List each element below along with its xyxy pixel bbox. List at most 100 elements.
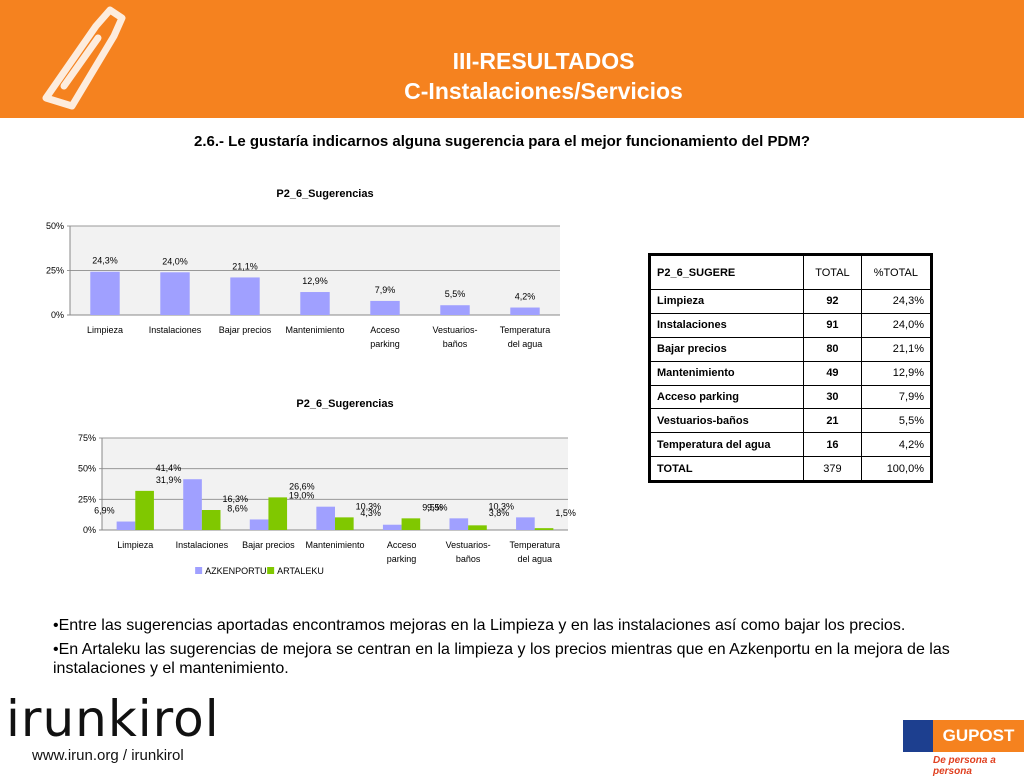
- bar-total: [230, 277, 260, 315]
- conclusion-bullet: •En Artaleku las sugerencias de mejora s…: [53, 641, 950, 677]
- question-heading: 2.6.- Le gustaría indicarnos alguna suge…: [194, 133, 810, 150]
- page-title: III-RESULTADOS: [452, 48, 635, 74]
- bar-artaleku: [534, 528, 554, 530]
- data-label: 1,5%: [555, 508, 576, 518]
- table-cell: TOTAL: [649, 456, 805, 481]
- x-tick-label: Acceso: [387, 540, 417, 550]
- x-tick-label: Bajar precios: [242, 540, 295, 550]
- x-tick-label: Acceso: [370, 325, 400, 335]
- table-cell: P2_6_SUGERE: [649, 255, 805, 290]
- data-label: 24,3%: [92, 256, 118, 266]
- bar-azkenportu: [382, 524, 402, 530]
- table-row: Temperatura del agua 16 4,2%: [649, 432, 932, 458]
- table-cell: 24,3%: [860, 289, 932, 314]
- table-header-row: P2_6_SUGERE TOTAL %TOTAL: [649, 255, 932, 290]
- conclusion-bullet: •Entre las sugerencias aportadas encontr…: [53, 617, 906, 634]
- y-tick-label: 0%: [51, 310, 64, 320]
- x-tick-label: Instalaciones: [149, 325, 202, 335]
- bar-artaleku: [468, 525, 487, 530]
- data-label: 9,5%: [427, 502, 448, 512]
- table-cell: 7,9%: [860, 384, 932, 410]
- x-tick-label: Limpieza: [87, 325, 123, 335]
- y-tick-label: 25%: [46, 266, 64, 276]
- bar-artaleku: [401, 518, 421, 530]
- bar-total: [370, 300, 400, 315]
- table-cell: %TOTAL: [860, 255, 932, 290]
- table-cell: 21: [803, 408, 862, 434]
- data-label: 7,9%: [375, 285, 396, 295]
- bar-total: [510, 307, 540, 315]
- irunkirol-logo-text: irunkirol: [6, 690, 220, 748]
- legend-swatch: [267, 567, 275, 574]
- bar-total: [90, 271, 120, 315]
- data-label: 41,4%: [156, 463, 182, 473]
- table-cell: Temperatura del agua: [649, 432, 805, 458]
- x-tick-label: Vestuarios-: [446, 540, 491, 550]
- page-subtitle: C-Instalaciones/Servicios: [404, 78, 683, 104]
- table-cell: Vestuarios-baños: [649, 408, 805, 434]
- data-label: 6,9%: [94, 506, 115, 516]
- x-tick-label: baños: [443, 339, 468, 349]
- x-tick-label: Temperatura: [509, 540, 560, 550]
- table-cell: 100,0%: [860, 456, 932, 481]
- table-cell: Limpieza: [649, 289, 805, 314]
- table-cell: 5,5%: [860, 408, 932, 434]
- bar-total: [440, 305, 470, 315]
- gupost-logo: GUPOST De persona a persona: [903, 720, 1024, 777]
- bar-azkenportu: [249, 519, 269, 530]
- data-label: 12,9%: [302, 276, 328, 286]
- table-cell: 24,0%: [860, 312, 932, 338]
- legend-label: AZKENPORTU: [205, 566, 266, 576]
- table-cell: 4,2%: [860, 432, 932, 458]
- data-label: 26,6%: [289, 481, 315, 491]
- results-table: P2_6_SUGERE TOTAL %TOTAL Limpieza 92 24,3% Ins…: [648, 253, 933, 483]
- x-tick-label: baños: [456, 554, 481, 564]
- bottle-icon: [42, 6, 126, 110]
- table-cell: Bajar precios: [649, 336, 805, 362]
- table-cell: 379: [803, 456, 862, 481]
- irunkirol-logo: irunkirol: [6, 694, 220, 744]
- x-tick-label: Instalaciones: [176, 540, 229, 550]
- x-tick-label: Mantenimiento: [285, 325, 344, 335]
- chart-sugerencias-by-center: P2_6_Sugerencias 0% 25% 50% 75% 6,9% 31,9% Limp…: [78, 398, 576, 576]
- table-cell: 92: [803, 289, 862, 314]
- y-tick-label: 25%: [78, 494, 96, 504]
- table-cell: 91: [803, 312, 862, 338]
- data-label: 24,0%: [162, 256, 188, 266]
- legend-label: ARTALEKU: [277, 566, 324, 576]
- data-label: 8,6%: [227, 503, 248, 513]
- y-tick-label: 75%: [78, 433, 96, 443]
- table-cell: 30: [803, 384, 862, 410]
- table-cell: 49: [803, 360, 862, 386]
- data-label: 10,3%: [489, 501, 515, 511]
- bar-azkenportu: [116, 521, 136, 530]
- table-row: Bajar precios 80 21,1%: [649, 336, 932, 362]
- data-label: 3,8%: [489, 508, 510, 518]
- table-cell: 21,1%: [860, 336, 932, 362]
- y-tick-label: 50%: [78, 464, 96, 474]
- x-tick-label: parking: [370, 339, 400, 349]
- x-tick-label: Vestuarios-: [432, 325, 477, 335]
- table-total-row: TOTAL 379 100,0%: [649, 456, 932, 481]
- x-tick-label: Bajar precios: [219, 325, 272, 335]
- table-cell: Acceso parking: [649, 384, 805, 410]
- bar-artaleku: [268, 497, 288, 530]
- chart-title: P2_6_Sugerencias: [276, 188, 373, 200]
- website-link[interactable]: www.irun.org / irunkirol: [32, 747, 184, 764]
- data-label: 21,1%: [232, 261, 258, 271]
- bar-azkenportu: [316, 506, 335, 530]
- data-label: 5,5%: [445, 289, 466, 299]
- bar-artaleku: [335, 517, 354, 530]
- data-label: 10,3%: [356, 501, 382, 511]
- gupost-emblem-icon: [903, 720, 933, 752]
- table-row: Acceso parking 30 7,9%: [649, 384, 932, 410]
- table-row: Limpieza 92 24,3%: [649, 289, 932, 314]
- table-row: Instalaciones 91 24,0%: [649, 312, 932, 338]
- chart-total-sugerencias: P2_6_Sugerencias 0% 25% 50% 24,3% Limpieza 24,…: [46, 188, 560, 349]
- x-tick-label: Temperatura: [500, 325, 551, 335]
- bar-azkenportu: [183, 479, 202, 530]
- legend-swatch: [195, 567, 203, 574]
- bar-artaleku: [135, 490, 154, 530]
- x-tick-label: Limpieza: [117, 540, 153, 550]
- data-label: 4,2%: [515, 292, 536, 302]
